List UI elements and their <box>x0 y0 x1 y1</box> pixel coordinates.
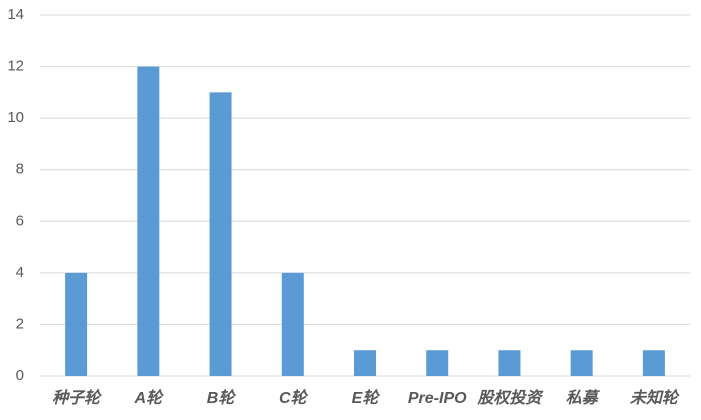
x-tick-label: E轮 <box>352 389 381 407</box>
bar <box>498 350 521 376</box>
x-tick-label: 私募 <box>566 389 601 407</box>
bar <box>570 350 593 376</box>
x-tick-label: Pre-IPO <box>408 390 467 407</box>
x-tick-label: 股权投资 <box>476 389 544 407</box>
y-tick-label: 12 <box>7 58 24 75</box>
x-tick-label: 未知轮 <box>630 389 680 407</box>
x-tick-label: B轮 <box>207 389 237 407</box>
bar <box>426 350 449 376</box>
x-tick-label: A轮 <box>134 389 165 407</box>
x-tick-label: 种子轮 <box>52 389 102 407</box>
y-tick-label: 14 <box>7 6 24 23</box>
bar <box>642 350 665 376</box>
y-tick-label: 10 <box>7 109 24 126</box>
y-tick-label: 0 <box>16 367 24 384</box>
y-tick-label: 8 <box>16 161 24 178</box>
bar <box>281 272 304 376</box>
x-tick-label: C轮 <box>279 389 309 407</box>
y-tick-label: 4 <box>16 264 24 281</box>
y-tick-label: 6 <box>16 212 24 229</box>
bar <box>65 272 88 376</box>
y-tick-label: 2 <box>16 315 24 332</box>
bar <box>137 66 160 377</box>
bar <box>209 92 232 376</box>
bar <box>354 350 376 376</box>
